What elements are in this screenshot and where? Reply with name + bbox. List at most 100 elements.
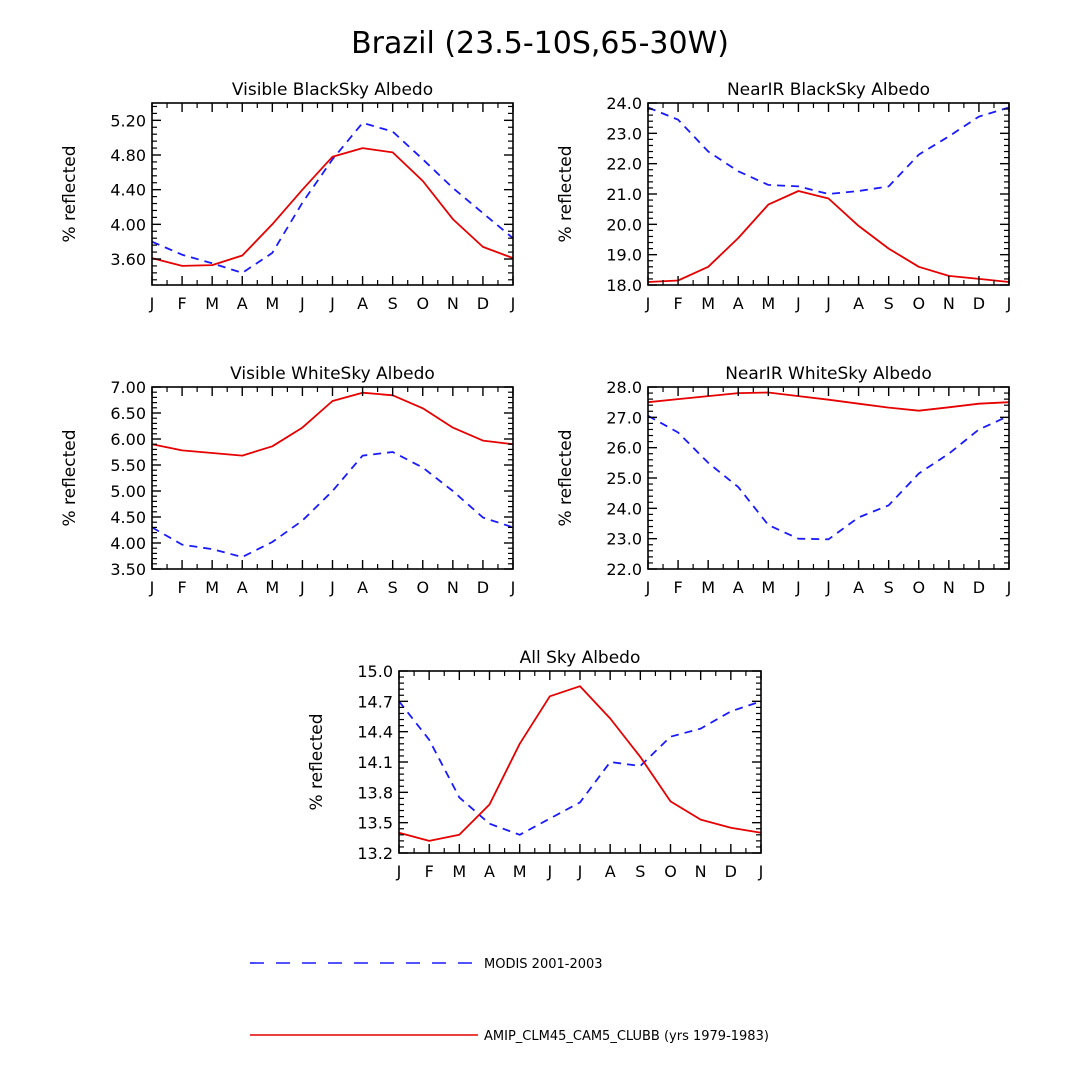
x-tick-label: M (265, 578, 279, 597)
y-tick-label: 22.0 (606, 560, 642, 579)
x-tick-label: A (853, 294, 864, 313)
x-tick-label: J (299, 294, 305, 313)
x-tick-label: N (447, 294, 459, 313)
y-tick-label: 4.40 (110, 181, 146, 200)
x-tick-label: M (761, 294, 775, 313)
x-tick-label: O (416, 578, 429, 597)
x-tick-label: J (758, 862, 764, 881)
plot-frame (647, 102, 1010, 286)
x-tick-label: N (943, 578, 955, 597)
x-tick-label: J (795, 578, 801, 597)
x-tick-label: A (357, 578, 368, 597)
x-tick-label: S (635, 862, 645, 881)
series-line-amip (398, 685, 762, 842)
series-line-modis (647, 414, 1010, 541)
x-tick-label: J (577, 862, 583, 881)
x-tick-label: D (725, 862, 737, 881)
x-tick-label: M (452, 862, 466, 881)
y-tick-label: 7.00 (110, 378, 146, 397)
x-tick-label: S (884, 578, 894, 597)
x-tick-label: J (149, 294, 155, 313)
y-axis-label: % reflected (556, 145, 576, 242)
y-tick-label: 5.00 (110, 482, 146, 501)
y-tick-label: 19.0 (606, 246, 642, 265)
y-tick-label: 5.50 (110, 456, 146, 475)
y-tick-label: 23.0 (606, 530, 642, 549)
x-tick-label: J (329, 294, 335, 313)
y-tick-label: 14.7 (357, 692, 393, 711)
x-tick-label: J (149, 578, 155, 597)
x-tick-label: A (237, 578, 248, 597)
y-tick-label: 13.8 (357, 783, 393, 802)
plot-frame (398, 670, 762, 854)
x-tick-label: M (701, 294, 715, 313)
x-tick-label: S (388, 294, 398, 313)
x-tick-label: D (973, 294, 985, 313)
x-tick-label: F (177, 578, 186, 597)
x-tick-label: J (396, 862, 402, 881)
x-tick-label: J (1006, 294, 1012, 313)
x-tick-label: F (177, 294, 186, 313)
series-line-amip (647, 391, 1010, 412)
x-tick-label: D (477, 578, 489, 597)
y-tick-label: 4.00 (110, 534, 146, 553)
panel-title: Visible BlackSky Albedo (232, 80, 433, 100)
y-tick-label: 24.0 (606, 499, 642, 518)
y-tick-label: 4.80 (110, 146, 146, 165)
y-tick-label: 13.5 (357, 814, 393, 833)
plot-frame (151, 386, 514, 570)
x-tick-label: N (695, 862, 707, 881)
panel-title: NearIR BlackSky Albedo (727, 80, 930, 100)
x-tick-label: M (205, 578, 219, 597)
series-line-amip (151, 147, 514, 267)
legend: MODIS 2001-2003 AMIP_CLM45_CAM5_CLUBB (y… (250, 957, 769, 1044)
x-tick-label: A (853, 578, 864, 597)
x-tick-label: J (1006, 578, 1012, 597)
series-line-amip (647, 190, 1010, 283)
x-tick-label: O (912, 294, 925, 313)
x-tick-label: M (513, 862, 527, 881)
x-tick-label: O (664, 862, 677, 881)
y-tick-label: 15.0 (357, 662, 393, 681)
x-tick-label: J (510, 578, 516, 597)
series-line-modis (151, 122, 514, 274)
panel-title: NearIR WhiteSky Albedo (725, 364, 932, 384)
series-line-amip (151, 391, 514, 457)
x-tick-label: M (761, 578, 775, 597)
x-tick-label: J (645, 294, 651, 313)
y-tick-label: 6.00 (110, 430, 146, 449)
y-tick-label: 25.0 (606, 469, 642, 488)
y-tick-label: 13.2 (357, 844, 393, 863)
y-tick-label: 5.20 (110, 111, 146, 130)
x-tick-label: J (825, 578, 831, 597)
y-axis-label: % reflected (307, 713, 327, 810)
y-tick-label: 22.0 (606, 155, 642, 174)
main-title: Brazil (23.5-10S,65-30W) (351, 26, 729, 61)
x-tick-label: J (795, 294, 801, 313)
x-tick-label: O (912, 578, 925, 597)
x-tick-label: J (299, 578, 305, 597)
y-tick-label: 6.50 (110, 404, 146, 423)
x-tick-label: M (265, 294, 279, 313)
y-tick-label: 4.00 (110, 215, 146, 234)
y-axis-label: % reflected (60, 429, 80, 526)
x-tick-label: A (484, 862, 495, 881)
x-tick-label: A (733, 294, 744, 313)
y-tick-label: 3.60 (110, 250, 146, 269)
x-tick-label: A (605, 862, 616, 881)
y-tick-label: 28.0 (606, 378, 642, 397)
panel-title: Visible WhiteSky Albedo (230, 364, 435, 384)
x-tick-label: S (884, 294, 894, 313)
x-tick-label: F (425, 862, 434, 881)
y-tick-label: 23.0 (606, 124, 642, 143)
x-tick-label: N (447, 578, 459, 597)
x-tick-label: F (673, 578, 682, 597)
x-tick-label: A (357, 294, 368, 313)
x-tick-label: M (205, 294, 219, 313)
x-tick-label: J (645, 578, 651, 597)
legend-modis-label: MODIS 2001-2003 (484, 957, 603, 972)
x-tick-label: J (510, 294, 516, 313)
y-tick-label: 24.0 (606, 94, 642, 113)
